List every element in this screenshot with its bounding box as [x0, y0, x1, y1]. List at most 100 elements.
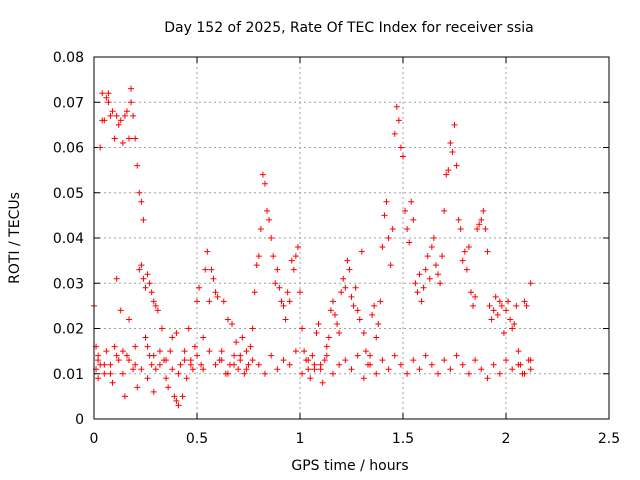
data-point	[220, 298, 227, 305]
data-point	[255, 361, 262, 368]
data-point	[134, 384, 141, 391]
data-point	[140, 275, 147, 282]
x-tick-label: 1	[296, 431, 305, 447]
data-point	[136, 266, 143, 273]
data-point	[144, 375, 151, 382]
data-point	[354, 352, 361, 359]
y-axis-label: ROTI / TECUs	[7, 192, 23, 284]
data-point	[101, 117, 108, 124]
data-point	[292, 253, 299, 260]
data-point	[422, 266, 429, 273]
data-point	[498, 302, 505, 309]
data-point	[500, 330, 507, 337]
data-point	[243, 366, 250, 373]
data-point	[163, 375, 170, 382]
data-point	[309, 352, 316, 359]
data-point	[202, 266, 209, 273]
data-point	[494, 311, 501, 318]
data-point	[218, 357, 225, 364]
data-point	[167, 348, 174, 355]
data-point	[435, 271, 442, 278]
x-axis-label: GPS time / hours	[291, 458, 408, 474]
x-tick-label: 2	[502, 431, 511, 447]
data-point	[134, 162, 141, 169]
data-point	[323, 343, 330, 350]
data-point	[169, 366, 176, 373]
data-point	[115, 357, 122, 364]
data-point	[430, 235, 437, 241]
data-point	[311, 366, 318, 373]
data-point	[507, 316, 514, 323]
data-point	[107, 112, 114, 119]
data-point	[509, 325, 516, 332]
data-point	[455, 216, 462, 223]
data-point	[340, 275, 347, 282]
data-point	[334, 320, 341, 327]
data-point	[461, 248, 468, 255]
data-point	[503, 357, 509, 364]
data-point	[259, 171, 266, 178]
data-point	[459, 361, 466, 368]
data-point	[109, 108, 116, 115]
data-point	[241, 370, 248, 377]
data-point	[126, 316, 133, 323]
data-point	[346, 266, 353, 273]
data-point	[354, 307, 361, 314]
data-point	[177, 361, 184, 368]
data-points	[91, 85, 534, 409]
data-point	[402, 207, 409, 214]
data-point	[251, 289, 258, 296]
y-tick-label: 0.07	[53, 95, 84, 111]
data-point	[148, 361, 155, 368]
y-tick-label: 0.05	[53, 186, 84, 202]
data-point	[395, 117, 402, 124]
data-point	[128, 85, 135, 92]
data-point	[280, 302, 287, 309]
data-point	[509, 366, 516, 373]
data-point	[527, 280, 534, 287]
data-point	[121, 112, 128, 119]
data-point	[128, 99, 135, 106]
data-point	[301, 348, 308, 355]
data-point	[208, 266, 215, 273]
data-point	[492, 293, 499, 300]
data-point	[472, 293, 479, 300]
data-point	[121, 393, 128, 400]
data-point	[472, 357, 479, 364]
data-point	[490, 307, 497, 314]
data-point	[286, 298, 293, 305]
data-point	[152, 366, 159, 373]
data-point	[521, 298, 528, 305]
data-point	[480, 207, 487, 214]
data-point	[325, 334, 332, 341]
data-point	[336, 330, 343, 337]
data-point	[358, 248, 365, 255]
data-point	[235, 366, 242, 373]
data-point	[389, 225, 396, 232]
data-point	[268, 352, 275, 359]
data-point	[200, 366, 207, 373]
data-point	[457, 225, 464, 232]
data-point	[158, 325, 165, 332]
data-point	[307, 375, 314, 382]
data-point	[146, 280, 153, 287]
data-point	[107, 370, 114, 377]
data-point	[443, 171, 450, 178]
data-point	[305, 357, 312, 364]
data-point	[156, 361, 163, 368]
data-point	[286, 361, 293, 368]
data-point	[111, 135, 118, 142]
data-point	[113, 112, 120, 119]
axis-ticks	[93, 56, 610, 420]
data-point	[329, 370, 336, 377]
data-point	[132, 361, 139, 368]
data-point	[505, 298, 512, 305]
data-point	[332, 311, 339, 318]
data-point	[152, 302, 159, 309]
data-point	[523, 302, 530, 309]
data-point	[243, 348, 250, 355]
data-point	[379, 357, 386, 364]
data-point	[150, 352, 157, 359]
data-point	[257, 225, 264, 232]
data-point	[99, 90, 106, 97]
